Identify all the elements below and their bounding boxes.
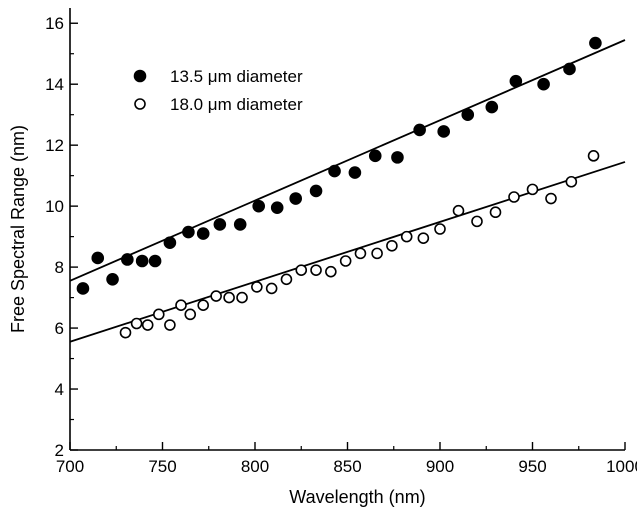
data-points <box>76 36 602 339</box>
data-point-series-2 <box>587 150 600 162</box>
data-point-series-2 <box>371 247 383 260</box>
data-point-series-1 <box>437 125 451 138</box>
data-point-series-2 <box>153 308 165 321</box>
data-point-series-1 <box>589 36 602 50</box>
data-point-series-1 <box>391 151 404 164</box>
data-point-series-2 <box>141 319 154 331</box>
data-point-series-2 <box>280 273 293 286</box>
x-tick-label: 1000 <box>606 457 637 476</box>
data-point-series-1 <box>348 166 362 179</box>
legend-marker-series-1 <box>133 69 147 83</box>
legend-label-series-2: 18.0 μm diameter <box>170 95 303 114</box>
data-point-series-2 <box>223 291 235 304</box>
x-tick-label: 800 <box>241 457 269 476</box>
legend-marker-series-2 <box>134 98 146 110</box>
x-tick-label: 900 <box>426 457 454 476</box>
data-point-series-2 <box>508 191 520 203</box>
x-tick-label: 700 <box>56 457 84 476</box>
data-point-series-1 <box>196 227 210 240</box>
axes: 700 750 800 850 900 950 1000 2 4 6 8 10 12 14 16 Wavele… <box>8 8 637 507</box>
data-point-series-2 <box>545 192 557 205</box>
data-point-series-2 <box>489 206 502 219</box>
y-tick-label: 14 <box>45 75 64 94</box>
data-point-series-1 <box>135 254 149 268</box>
data-point-series-2 <box>295 264 308 276</box>
data-point-series-2 <box>310 264 322 276</box>
data-point-series-2 <box>417 232 430 244</box>
data-point-series-2 <box>565 175 578 188</box>
legend: 13.5 μm diameter 18.0 μm diameter <box>133 67 303 114</box>
data-point-series-2 <box>526 183 539 196</box>
data-point-series-2 <box>452 204 465 217</box>
data-point-series-1 <box>148 254 162 268</box>
y-tick-label: 10 <box>45 197 64 216</box>
y-tick-label: 6 <box>55 319 64 338</box>
data-point-series-1 <box>91 251 105 265</box>
x-tick-label: 850 <box>333 457 361 476</box>
data-point-series-2 <box>265 282 278 295</box>
data-point-series-1 <box>461 108 475 121</box>
y-tick-label: 8 <box>55 258 64 277</box>
data-point-series-2 <box>210 290 222 302</box>
data-point-series-1 <box>213 218 227 231</box>
fit-line-series-1 <box>69 39 626 282</box>
data-point-series-1 <box>289 192 303 205</box>
data-point-series-1 <box>182 225 195 239</box>
data-point-series-1 <box>537 77 550 91</box>
data-point-series-1 <box>121 253 134 266</box>
data-point-series-1 <box>485 100 499 114</box>
data-point-series-1 <box>163 236 177 250</box>
data-point-series-2 <box>325 265 337 278</box>
data-point-series-2 <box>386 239 398 252</box>
y-axis-title: Free Spectral Range (nm) <box>8 125 28 333</box>
data-point-series-1 <box>309 184 323 198</box>
data-point-series-1 <box>233 218 247 231</box>
data-point-series-2 <box>251 281 263 293</box>
y-tick-label: 12 <box>45 136 64 155</box>
y-tick-label: 2 <box>55 441 64 460</box>
data-point-series-2 <box>130 317 143 330</box>
data-point-series-1 <box>270 201 284 214</box>
data-point-series-2 <box>164 319 176 331</box>
data-point-series-2 <box>197 299 209 312</box>
x-tick-label: 950 <box>518 457 546 476</box>
data-point-series-1 <box>328 164 341 178</box>
data-point-series-2 <box>119 326 132 339</box>
data-point-series-1 <box>413 123 426 137</box>
data-point-series-2 <box>434 223 446 235</box>
data-point-series-2 <box>175 299 187 312</box>
data-point-series-1 <box>252 199 266 213</box>
data-point-series-1 <box>563 62 576 76</box>
data-point-series-1 <box>106 272 119 286</box>
data-point-series-1 <box>368 149 382 163</box>
data-point-series-2 <box>471 215 483 228</box>
data-point-series-2 <box>236 291 248 304</box>
y-tick-label: 4 <box>55 380 64 399</box>
y-tick-label: 16 <box>45 14 64 33</box>
data-point-series-2 <box>339 255 352 267</box>
data-point-series-2 <box>354 247 367 260</box>
data-point-series-2 <box>184 308 197 321</box>
data-point-series-2 <box>400 230 413 243</box>
x-tick-label: 750 <box>148 457 176 476</box>
data-point-series-1 <box>509 74 523 88</box>
legend-label-series-1: 13.5 μm diameter <box>170 67 303 86</box>
x-axis-title: Wavelength (nm) <box>289 487 425 507</box>
data-point-series-1 <box>76 282 90 295</box>
